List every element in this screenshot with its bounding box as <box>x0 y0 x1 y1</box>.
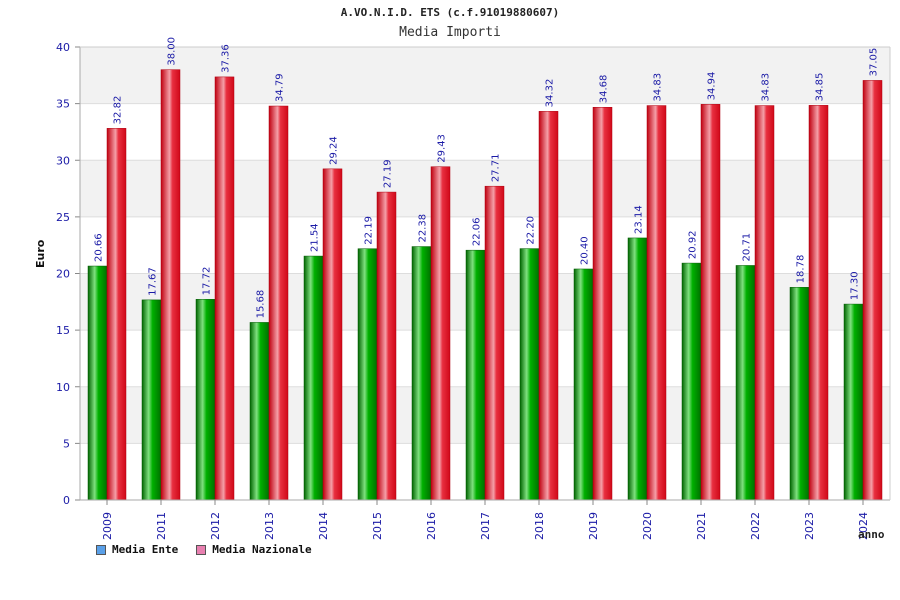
bar-media-ente <box>735 265 756 501</box>
bar-media-nazionale <box>538 111 559 501</box>
data-label: 34.85 <box>815 73 826 102</box>
y-tick-label: 5 <box>63 437 70 450</box>
x-tick-label: 2015 <box>371 512 384 540</box>
x-tick-label: 2017 <box>479 512 492 540</box>
bar-media-nazionale <box>322 168 343 501</box>
bar-media-nazionale <box>376 191 397 501</box>
data-label: 29.43 <box>437 134 448 163</box>
x-tick-label: 2012 <box>209 512 222 540</box>
legend-item-media-nazionale: Media Nazionale <box>196 543 312 556</box>
x-tick-label: 2016 <box>425 512 438 540</box>
data-label: 34.83 <box>653 73 664 102</box>
x-tick-label: 2018 <box>533 512 546 540</box>
y-tick-label: 20 <box>56 268 70 281</box>
y-tick-label: 40 <box>56 41 70 54</box>
data-label: 37.36 <box>221 44 232 73</box>
x-tick-label: 2019 <box>587 512 600 540</box>
data-label: 20.66 <box>94 233 105 262</box>
y-axis-label: Euro <box>34 239 47 268</box>
y-tick-label: 10 <box>56 381 70 394</box>
bar-media-ente <box>141 299 162 501</box>
data-label: 20.40 <box>580 236 591 265</box>
bar-media-nazionale <box>808 105 829 501</box>
bar-media-nazionale <box>862 80 883 501</box>
data-label: 34.79 <box>275 73 286 102</box>
data-label: 29.24 <box>329 136 340 165</box>
legend: Media Ente Media Nazionale <box>96 543 312 556</box>
x-tick-label: 2014 <box>317 512 330 540</box>
bar-media-nazionale <box>700 104 721 501</box>
y-tick-label: 35 <box>56 98 70 111</box>
data-label: 34.32 <box>545 79 556 108</box>
x-tick-label: 2023 <box>803 512 816 540</box>
chart-title: A.VO.N.I.D. ETS (c.f.91019880607) <box>340 6 560 19</box>
data-label: 34.68 <box>599 75 610 104</box>
data-label: 22.06 <box>472 218 483 247</box>
legend-label-media-ente: Media Ente <box>112 543 179 556</box>
bar-media-ente <box>519 248 540 501</box>
bar-media-ente <box>87 265 108 501</box>
data-label: 17.30 <box>850 271 861 300</box>
legend-label-media-nazionale: Media Nazionale <box>212 543 312 556</box>
data-label: 27.19 <box>383 159 394 188</box>
bar-media-ente <box>681 262 702 501</box>
bar-media-ente <box>195 299 216 501</box>
data-label: 23.14 <box>634 205 645 234</box>
bar-media-ente <box>249 322 270 501</box>
bar-media-nazionale <box>484 185 505 501</box>
bar-media-nazionale <box>754 105 775 501</box>
bar-media-ente <box>357 248 378 501</box>
bar-media-ente <box>843 303 864 501</box>
bar-media-ente <box>411 246 432 501</box>
data-label: 17.67 <box>148 267 159 296</box>
data-label: 22.38 <box>418 214 429 243</box>
data-label: 21.54 <box>310 223 321 252</box>
bar-media-nazionale <box>430 166 451 501</box>
y-tick-label: 25 <box>56 211 70 224</box>
data-label: 17.72 <box>202 267 213 296</box>
data-label: 27.71 <box>491 154 502 183</box>
data-label: 32.82 <box>113 96 124 125</box>
x-tick-label: 2021 <box>695 512 708 540</box>
bar-media-nazionale <box>214 76 235 501</box>
data-label: 15.68 <box>256 290 267 319</box>
legend-item-media-ente: Media Ente <box>96 543 178 556</box>
bar-media-nazionale <box>592 106 613 501</box>
x-tick-label: 2009 <box>101 512 114 540</box>
bar-media-ente <box>573 268 594 501</box>
y-tick-label: 0 <box>63 494 70 507</box>
bar-media-nazionale <box>268 105 289 501</box>
x-tick-label: 2020 <box>641 512 654 540</box>
bar-media-ente <box>303 255 324 501</box>
y-tick-label: 15 <box>56 324 70 337</box>
x-tick-label: 2013 <box>263 512 276 540</box>
x-axis-label: anno <box>858 528 885 541</box>
x-tick-label: 2022 <box>749 512 762 540</box>
bar-media-nazionale <box>106 128 127 501</box>
data-label: 37.05 <box>869 48 880 77</box>
y-tick-label: 30 <box>56 154 70 167</box>
bar-media-ente <box>789 287 810 501</box>
data-label: 20.71 <box>742 233 753 262</box>
legend-swatch-media-ente <box>96 544 106 555</box>
data-label: 20.92 <box>688 230 699 259</box>
bar-media-ente <box>627 237 648 501</box>
data-label: 22.20 <box>526 216 537 245</box>
data-label: 18.78 <box>796 255 807 284</box>
data-label: 34.94 <box>707 72 718 101</box>
bar-media-nazionale <box>160 69 181 501</box>
bar-media-ente <box>465 249 486 501</box>
x-tick-label: 2024 <box>857 512 870 540</box>
chart-subtitle: Media Importi <box>399 25 501 40</box>
x-tick-label: 2011 <box>155 512 168 540</box>
data-label: 22.19 <box>364 216 375 245</box>
legend-swatch-media-nazionale <box>196 544 207 555</box>
data-label: 34.83 <box>761 73 772 102</box>
bar-media-nazionale <box>646 105 667 501</box>
data-label: 38.00 <box>167 37 178 66</box>
